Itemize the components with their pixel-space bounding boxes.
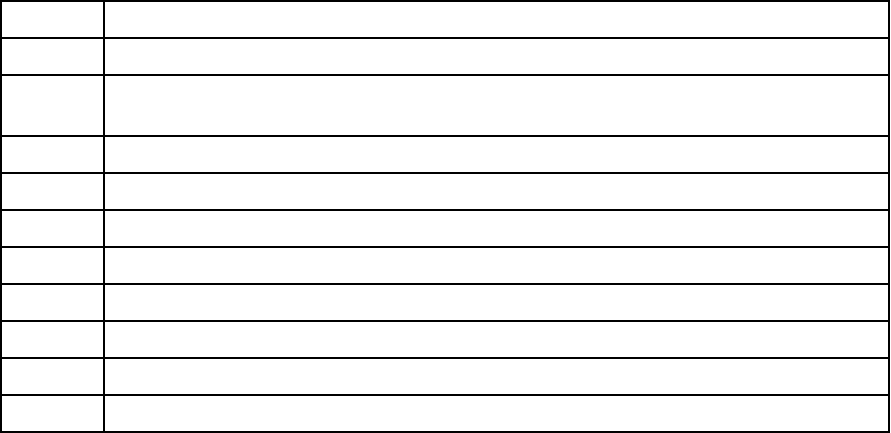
table-row xyxy=(0,357,890,396)
table-row xyxy=(0,283,890,322)
table-cell-value xyxy=(103,394,890,433)
table-cell-value xyxy=(103,320,890,359)
table-cell-label xyxy=(0,283,105,322)
table-cell-value xyxy=(103,172,890,211)
table-cell-label xyxy=(0,37,105,76)
table-cell-label xyxy=(0,246,105,285)
table-cell-label xyxy=(0,0,105,39)
table-cell-value xyxy=(103,135,890,174)
table-row xyxy=(0,135,890,174)
table-cell-value xyxy=(103,283,890,322)
table-cell-value xyxy=(103,0,890,39)
table-cell-value xyxy=(103,37,890,76)
table-row xyxy=(0,209,890,248)
table-row xyxy=(0,0,890,39)
table-cell-value xyxy=(103,246,890,285)
table-cell-label xyxy=(0,357,105,396)
table-cell-value xyxy=(103,74,890,137)
table-cell-label xyxy=(0,320,105,359)
table-cell-value xyxy=(103,209,890,248)
table-row xyxy=(0,172,890,211)
table-row xyxy=(0,394,890,433)
table-cell-value xyxy=(103,357,890,396)
table-cell-label xyxy=(0,172,105,211)
table-cell-label xyxy=(0,135,105,174)
table-row xyxy=(0,320,890,359)
table-row xyxy=(0,37,890,76)
table-cell-label xyxy=(0,74,105,137)
table-row xyxy=(0,246,890,285)
table-row xyxy=(0,74,890,137)
table-cell-label xyxy=(0,394,105,433)
table-cell-label xyxy=(0,209,105,248)
